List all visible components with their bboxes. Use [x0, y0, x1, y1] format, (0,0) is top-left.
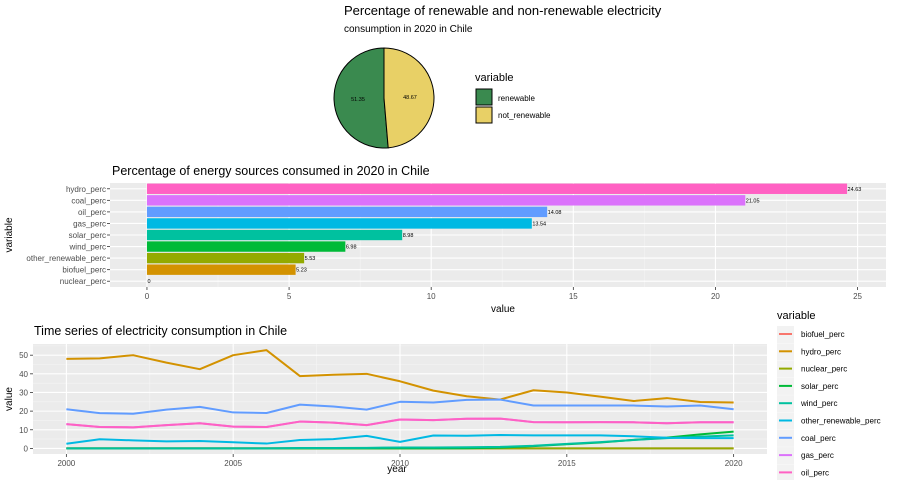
line-x-tick-label: 2000: [57, 459, 75, 468]
line-series-oil-perc: [66, 417, 734, 429]
bar-gas-perc: [146, 218, 532, 229]
line-series: [66, 349, 734, 450]
line-title: Time series of electricity consumption i…: [34, 324, 287, 338]
bar-value-label: 0: [147, 279, 150, 285]
pie-legend-key-not-renewable: [475, 106, 493, 124]
pie-subtitle: consumption in 2020 in Chile: [344, 24, 473, 35]
line-legend-label: oil_perc: [801, 468, 829, 477]
bar-title: Percentage of energy sources consumed in…: [112, 164, 430, 178]
line-y-ticks: 0 10 20 30 40 50: [19, 351, 33, 453]
pie-legend-key-renewable: [475, 88, 493, 106]
bar-category-label: wind_perc: [69, 243, 106, 252]
pie-title: Percentage of renewable and non-renewabl…: [344, 3, 662, 18]
bar-x-tick-label: 10: [427, 292, 436, 301]
bar-x-tick-label: 20: [711, 292, 720, 301]
line-y-tick-label: 0: [24, 444, 29, 453]
line-x-ticks: 2000 2005 2010 2015 2020: [57, 454, 743, 468]
bar-value-label: 8.98: [403, 233, 414, 239]
bar-value-label: 5.53: [305, 256, 316, 262]
line-y-tick-label: 30: [19, 388, 28, 397]
pie-slice-value-not-renewable: 48.67: [403, 95, 417, 101]
pie-legend: variable renewable not_renewable: [475, 72, 551, 124]
bar-value-label: 13.54: [532, 221, 546, 227]
line-legend-label: hydro_perc: [801, 347, 841, 356]
bar-x-tick-label: 0: [145, 292, 150, 301]
line-y-tick-label: 50: [19, 351, 28, 360]
pie-legend-label-renewable: renewable: [498, 94, 535, 103]
bar-x-tick-label: 15: [569, 292, 578, 301]
bar-category-label: nuclear_perc: [60, 277, 106, 286]
pie-slices: 51.35 48.67: [333, 47, 435, 149]
bar-x-ticks: 0 5 10 15 20 25: [145, 287, 863, 301]
line-x-axis-title: year: [387, 464, 407, 475]
bar-oil-perc: [146, 206, 548, 218]
bar-biofuel-perc: [146, 264, 296, 275]
line-legend-label: wind_perc: [800, 399, 837, 408]
bar-value-label: 21.05: [746, 198, 760, 204]
line-x-tick-label: 2010: [391, 459, 409, 468]
line-series-coal-perc: [66, 398, 734, 415]
bar-hydro-perc: [146, 183, 848, 194]
line-y-tick-label: 40: [19, 370, 28, 379]
bar-category-label: solar_perc: [69, 231, 106, 240]
line-legend-label: solar_perc: [801, 382, 838, 391]
bar-x-tick-label: 25: [853, 292, 862, 301]
line-x-tick-label: 2005: [224, 459, 242, 468]
bar-chart: Percentage of energy sources consumed in…: [4, 164, 886, 315]
bar-wind-perc: [146, 241, 346, 252]
bar-category-labels: hydro_perc coal_perc oil_perc gas_percsolar…: [26, 185, 110, 286]
line-legend-label: biofuel_perc: [801, 330, 845, 339]
line-legend-label: coal_perc: [801, 434, 836, 443]
bar-category-label: coal_perc: [71, 196, 106, 205]
line-legend-label: nuclear_perc: [801, 365, 847, 374]
pie-legend-label-not-renewable: not_renewable: [498, 111, 551, 120]
bar-coal-perc: [146, 195, 746, 206]
bar-other-renewable-perc: [146, 252, 305, 264]
bar-category-label: other_renewable_perc: [26, 254, 106, 263]
bar-value-label: 24.63: [848, 187, 862, 193]
bar-value-label: 14.08: [548, 210, 562, 216]
line-series-hydro-perc: [66, 349, 734, 404]
line-x-tick-label: 2020: [725, 459, 743, 468]
line-legend-title: variable: [777, 310, 816, 322]
line-y-tick-label: 20: [19, 407, 28, 416]
pie-slice-not-renewable: [383, 47, 435, 149]
bar-x-tick-label: 5: [287, 292, 292, 301]
pie-slice-value-renewable: 51.35: [351, 97, 365, 103]
line-y-axis-title: value: [4, 387, 15, 411]
bar-value-label: 6.98: [346, 245, 357, 251]
line-y-tick-label: 10: [19, 426, 28, 435]
line-series-other-renewable-perc: [66, 433, 734, 445]
line-legend: variable biofuel_perc hydro_perc nuclear_p…: [777, 310, 881, 482]
line-legend-label: gas_perc: [801, 451, 834, 460]
bar-category-label: oil_perc: [78, 208, 106, 217]
bar-y-axis-title: variable: [4, 217, 15, 252]
bar-category-label: biofuel_perc: [62, 266, 106, 275]
bar-x-axis-title: value: [491, 304, 515, 315]
line-x-tick-label: 2015: [558, 459, 576, 468]
pie-chart: Percentage of renewable and non-renewabl…: [333, 3, 662, 149]
bar-value-label: 5.23: [296, 268, 307, 274]
line-legend-label: other_renewable_perc: [801, 417, 881, 426]
pie-slice-renewable: [333, 47, 389, 149]
pie-legend-title: variable: [475, 72, 514, 84]
bar-solar-perc: [146, 229, 403, 241]
bar-category-label: hydro_perc: [66, 185, 106, 194]
bar-category-label: gas_perc: [73, 219, 106, 228]
line-series-wind-perc: [66, 434, 734, 450]
line-chart: Time series of electricity consumption i…: [4, 310, 881, 482]
